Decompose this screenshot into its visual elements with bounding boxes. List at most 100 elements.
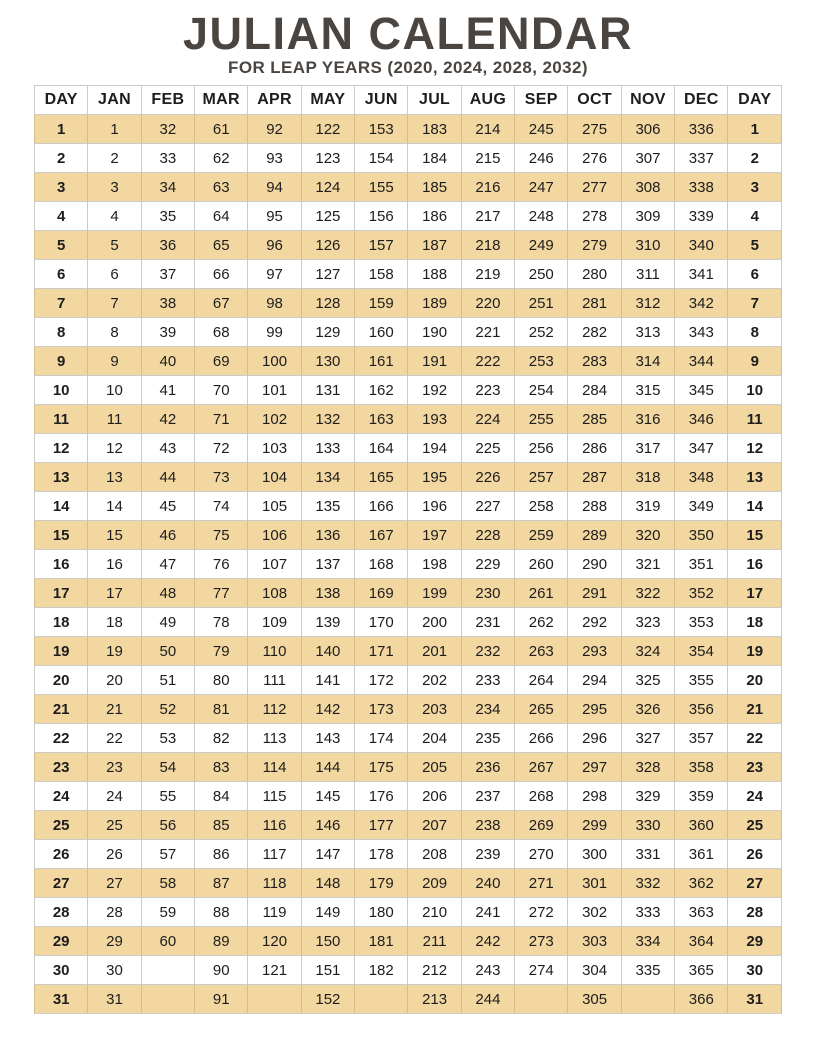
julian-day-cell: 339 bbox=[674, 201, 729, 232]
table-row-day-21: 21 21 52 81 112 142 173 203 234 265 295 326 356 21 bbox=[33, 694, 782, 725]
julian-day-cell: 26 bbox=[87, 839, 142, 870]
julian-day-cell: 33 bbox=[140, 143, 196, 174]
julian-day-cell: 77 bbox=[194, 578, 249, 609]
julian-day-cell: 123 bbox=[300, 143, 356, 174]
julian-day-cell: 115 bbox=[247, 781, 302, 812]
julian-day-cell: 209 bbox=[407, 868, 462, 899]
julian-day-cell: 319 bbox=[620, 491, 676, 522]
table-row-day-23: 23 23 54 83 114 144 175 205 236 267 297 328 358 23 bbox=[33, 752, 782, 783]
julian-day-cell: 75 bbox=[194, 520, 249, 551]
julian-day-cell: 277 bbox=[567, 172, 622, 203]
day-cell: 25 bbox=[33, 810, 89, 841]
julian-day-cell: 324 bbox=[620, 636, 676, 667]
julian-day-cell: 236 bbox=[460, 752, 516, 783]
julian-day-cell: 45 bbox=[140, 491, 196, 522]
julian-day-cell: 109 bbox=[247, 607, 302, 638]
julian-day-cell: 106 bbox=[247, 520, 302, 551]
day-cell: 21 bbox=[33, 694, 89, 725]
julian-day-cell: 313 bbox=[620, 317, 676, 348]
day-cell: 17 bbox=[727, 578, 782, 609]
julian-day-cell: 349 bbox=[674, 491, 729, 522]
julian-day-cell: 334 bbox=[620, 926, 676, 957]
julian-day-cell: 258 bbox=[514, 491, 569, 522]
julian-day-cell: 94 bbox=[247, 172, 302, 203]
julian-day-cell: 13 bbox=[87, 462, 142, 493]
julian-day-cell: 52 bbox=[140, 694, 196, 725]
julian-day-cell: 215 bbox=[460, 143, 516, 174]
day-cell: 20 bbox=[727, 665, 782, 696]
table-row-day-16: 16 16 47 76 107 137 168 198 229 260 290 321 351 16 bbox=[33, 549, 782, 580]
julian-day-cell: 335 bbox=[620, 955, 676, 986]
julian-day-cell: 88 bbox=[194, 897, 249, 928]
julian-day-cell: 55 bbox=[140, 781, 196, 812]
day-cell: 26 bbox=[727, 839, 782, 870]
day-cell: 12 bbox=[33, 433, 89, 464]
day-cell: 28 bbox=[727, 897, 782, 928]
julian-day-cell: 64 bbox=[194, 201, 249, 232]
julian-day-cell: 120 bbox=[247, 926, 302, 957]
table-header: DAY JAN FEB MAR APR MAY JUN JUL AUG SEP OCT NOV DEC D… bbox=[33, 85, 782, 116]
julian-day-cell: 208 bbox=[407, 839, 462, 870]
julian-day-cell: 43 bbox=[140, 433, 196, 464]
day-cell: 5 bbox=[33, 230, 89, 261]
julian-day-cell: 150 bbox=[300, 926, 356, 957]
julian-day-cell: 290 bbox=[567, 549, 622, 580]
column-header-jan: JAN bbox=[87, 85, 142, 116]
julian-day-cell: 302 bbox=[567, 897, 622, 928]
julian-day-cell: 86 bbox=[194, 839, 249, 870]
day-cell: 30 bbox=[727, 955, 782, 986]
julian-day-cell: 8 bbox=[87, 317, 142, 348]
julian-day-cell: 309 bbox=[620, 201, 676, 232]
julian-day-cell: 27 bbox=[87, 868, 142, 899]
julian-day-cell: 65 bbox=[194, 230, 249, 261]
julian-day-cell: 246 bbox=[514, 143, 569, 174]
julian-day-cell: 30 bbox=[87, 955, 142, 986]
julian-day-cell: 192 bbox=[407, 375, 462, 406]
day-cell: 26 bbox=[33, 839, 89, 870]
julian-day-cell: 133 bbox=[300, 433, 356, 464]
julian-day-cell: 137 bbox=[300, 549, 356, 580]
julian-day-cell: 59 bbox=[140, 897, 196, 928]
day-cell: 27 bbox=[33, 868, 89, 899]
julian-day-cell: 174 bbox=[354, 723, 409, 754]
julian-day-cell: 212 bbox=[407, 955, 462, 986]
julian-day-cell: 164 bbox=[354, 433, 409, 464]
julian-day-cell: 304 bbox=[567, 955, 622, 986]
julian-day-cell: 337 bbox=[674, 143, 729, 174]
julian-day-cell: 270 bbox=[514, 839, 569, 870]
julian-day-cell: 166 bbox=[354, 491, 409, 522]
julian-day-cell: 29 bbox=[87, 926, 142, 957]
julian-day-cell: 210 bbox=[407, 897, 462, 928]
julian-day-cell: 98 bbox=[247, 288, 302, 319]
julian-day-cell: 194 bbox=[407, 433, 462, 464]
julian-day-cell: 318 bbox=[620, 462, 676, 493]
day-cell: 13 bbox=[33, 462, 89, 493]
julian-day-cell: 50 bbox=[140, 636, 196, 667]
julian-day-cell: 259 bbox=[514, 520, 569, 551]
julian-day-cell: 191 bbox=[407, 346, 462, 377]
julian-day-cell: 310 bbox=[620, 230, 676, 261]
julian-day-cell: 141 bbox=[300, 665, 356, 696]
julian-day-cell: 68 bbox=[194, 317, 249, 348]
julian-day-cell: 108 bbox=[247, 578, 302, 609]
julian-day-cell: 243 bbox=[460, 955, 516, 986]
julian-day-cell: 233 bbox=[460, 665, 516, 696]
julian-day-cell: 185 bbox=[407, 172, 462, 203]
julian-day-cell: 331 bbox=[620, 839, 676, 870]
julian-day-cell: 237 bbox=[460, 781, 516, 812]
julian-day-cell: 303 bbox=[567, 926, 622, 957]
julian-day-cell: 2 bbox=[87, 143, 142, 174]
day-cell: 7 bbox=[33, 288, 89, 319]
julian-day-cell: 271 bbox=[514, 868, 569, 899]
day-cell: 18 bbox=[33, 607, 89, 638]
julian-day-cell: 89 bbox=[194, 926, 249, 957]
julian-day-cell: 347 bbox=[674, 433, 729, 464]
julian-day-cell: 307 bbox=[620, 143, 676, 174]
julian-day-cell: 196 bbox=[407, 491, 462, 522]
table-row-day-28: 28 28 59 88 119 149 180 210 241 272 302 333 363 28 bbox=[33, 897, 782, 928]
julian-day-cell: 199 bbox=[407, 578, 462, 609]
julian-day-cell: 285 bbox=[567, 404, 622, 435]
julian-day-cell: 299 bbox=[567, 810, 622, 841]
julian-day-cell: 352 bbox=[674, 578, 729, 609]
julian-day-cell: 273 bbox=[514, 926, 569, 957]
